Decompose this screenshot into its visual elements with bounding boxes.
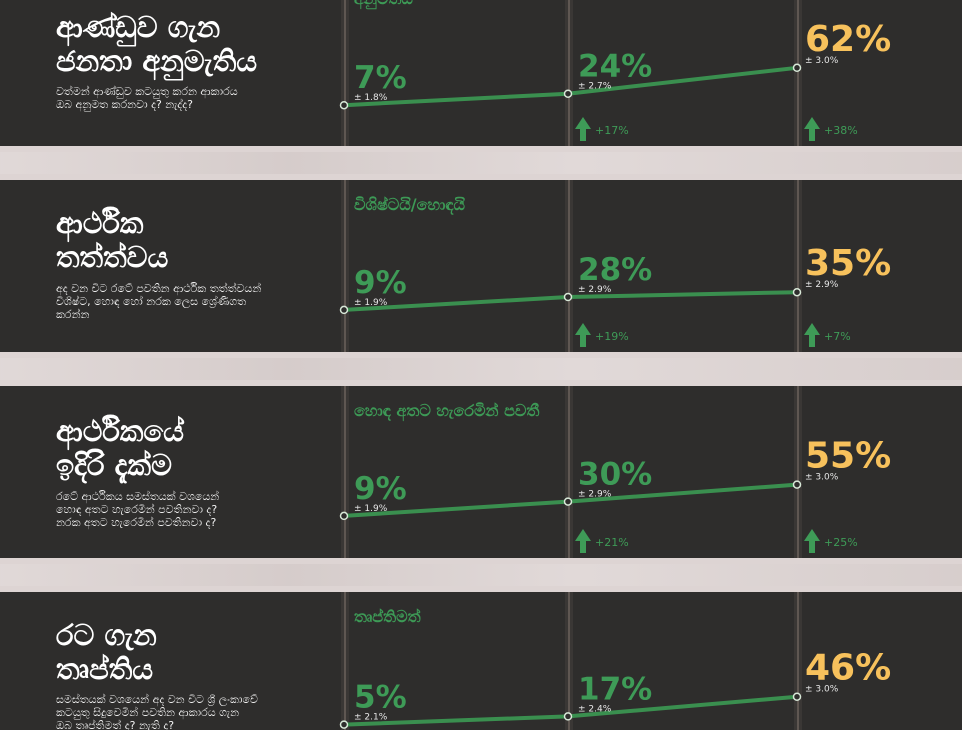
panel-question-line: කරන්න <box>56 308 90 321</box>
change-label: +38% <box>824 124 858 137</box>
data-point <box>563 497 573 506</box>
data-point <box>563 292 573 302</box>
divider-band <box>0 558 962 592</box>
data-point <box>792 287 802 297</box>
up-arrow-icon <box>804 323 820 347</box>
panel-question-line: අද වන විට රටේ පවතින ආර්ථික තත්ත්වයන් <box>56 282 262 295</box>
trend-chart: හොඳ අතට හැරෙමින් පවතී 9%± 1.9% 30%± 2.9% +2… <box>339 386 891 558</box>
data-point <box>339 720 349 729</box>
panel-title-line: තත්ත්වය <box>56 240 169 274</box>
value-label: 46% <box>805 648 891 689</box>
panel-title-line: රට ගැන <box>56 618 157 652</box>
data-point <box>339 511 349 521</box>
margin-of-error-label: ± 2.9% <box>578 285 612 295</box>
up-arrow-icon <box>804 529 820 553</box>
panel-question: අද වන විට රටේ පවතින ආර්ථික තත්ත්වයන් විශ… <box>56 282 331 321</box>
margin-of-error-label: ± 1.9% <box>354 298 388 308</box>
margin-of-error-label: ± 2.7% <box>578 82 612 92</box>
panel-title-line: ජනතා අනුමැතිය <box>56 44 258 78</box>
indicator-panel-outlook: ආර්ථිකයේ ඉදිරි දැක්ම රටේ ආර්ථිකය සමස්තයක… <box>0 386 962 558</box>
panel-question-line: වත්මන් ආණ්ඩුව කටයුතු කරන ආකාරය <box>56 85 238 98</box>
margin-of-error-label: ± 1.8% <box>354 93 388 103</box>
data-point <box>792 480 802 489</box>
margin-of-error-label: ± 2.1% <box>354 713 388 723</box>
change-label: +19% <box>595 330 629 343</box>
margin-of-error-label: ± 2.9% <box>578 490 612 500</box>
value-label: 9% <box>354 471 407 507</box>
data-point <box>563 712 573 721</box>
change-label: +7% <box>824 330 851 343</box>
up-arrow-icon <box>575 323 591 347</box>
value-label: 30% <box>578 457 652 493</box>
up-arrow-icon <box>575 529 591 553</box>
trend-chart: අනුමතයි 7%± 1.8% 24%± 2.7% +17% 62%± 3.0% +38… <box>339 0 891 146</box>
value-label: 62% <box>805 19 891 60</box>
value-label: 7% <box>354 60 407 96</box>
change-label: +17% <box>595 124 629 137</box>
panel-title-line: ආර්ථිකයේ <box>56 414 185 448</box>
response-label: අනුමතයි <box>354 0 413 10</box>
panel-question: වත්මන් ආණ්ඩුව කටයුතු කරන ආකාරය ඔබ අනුමත … <box>56 85 331 111</box>
change-label: +25% <box>824 536 858 549</box>
panel-title: ආර්ථිකයේ ඉදිරි දැක්ම <box>56 414 336 482</box>
panel-title-line: ආර්ථික <box>56 206 144 240</box>
panel-question-line: නරක අතට හැරෙමින් පවතිනවා ද? <box>56 516 217 529</box>
panel-title-line: ආණ්ඩුව ගැන <box>56 10 221 44</box>
panel-title-line: ඉදිරි දැක්ම <box>56 448 172 482</box>
margin-of-error-label: ± 3.0% <box>805 685 839 695</box>
panel-title: ආණ්ඩුව ගැන ජනතා අනුමැතිය <box>56 10 336 78</box>
panel-question-line: සමස්තයක් වශයෙන් අද වන විට ශ්‍රී ලංකාවේ <box>56 693 258 706</box>
value-label: 35% <box>805 243 891 284</box>
data-point <box>339 305 349 315</box>
margin-of-error-label: ± 2.4% <box>578 704 612 714</box>
panel-title-line: තෘප්තිය <box>56 652 154 686</box>
value-label: 28% <box>578 252 652 288</box>
value-label: 24% <box>578 49 652 85</box>
up-arrow-icon <box>575 117 591 141</box>
trend-chart: තෘප්තිමත් 5%± 2.1% 17%± 2.4% 46%± 3.0% <box>339 592 891 730</box>
response-label: හොඳ අතට හැරෙමින් පවතී <box>354 401 540 422</box>
panel-question: රටේ ආර්ථිකය සමස්තයක් වශයෙන් හොඳ අතට හැරෙ… <box>56 490 331 529</box>
margin-of-error-label: ± 1.9% <box>354 504 388 514</box>
data-point <box>563 89 573 98</box>
up-arrow-icon <box>804 117 820 141</box>
divider-band <box>0 352 962 386</box>
panel-question-line: ඔබ අනුමත කරනවා ද? නැද්ද? <box>56 98 193 111</box>
value-label: 17% <box>578 671 652 707</box>
response-label: තෘප්තිමත් <box>354 607 421 626</box>
margin-of-error-label: ± 2.9% <box>805 280 839 290</box>
margin-of-error-label: ± 3.0% <box>805 473 839 483</box>
data-point <box>339 100 349 110</box>
trend-chart: විශිෂ්ටයි/හොඳයි9%± 1.9%28%± 2.9%+19%35%±… <box>339 180 891 352</box>
panel-title: ආර්ථික තත්ත්වය <box>56 206 336 274</box>
panel-question-line: හොඳ අතට හැරෙමින් පවතිනවා ද? <box>56 503 218 516</box>
panel-question-line: විශිෂ්ට, හොඳ හෝ නරක ලෙස ශ්‍රේණිගත <box>56 295 247 308</box>
margin-of-error-label: ± 3.0% <box>805 56 839 66</box>
panel-question-line: ඔබ තෘප්තිමත් ද? නැති ද? <box>56 719 175 730</box>
change-label: +21% <box>595 536 629 549</box>
indicator-panel-approval: ආණ්ඩුව ගැන ජනතා අනුමැතිය වත්මන් ආණ්ඩුව ක… <box>0 0 962 146</box>
panel-question-line: රටේ ආර්ථිකය සමස්තයක් වශයෙන් <box>56 490 220 503</box>
data-point <box>792 692 802 701</box>
divider-band <box>0 146 962 180</box>
panel-title: රට ගැන තෘප්තිය <box>56 618 336 686</box>
value-label: 55% <box>805 436 891 477</box>
panel-question-line: කටයුතු සිදුවෙමින් පවතින ආකාරය ගැන <box>56 706 240 719</box>
value-label: 5% <box>354 680 407 716</box>
indicator-panel-economy: ආර්ථික තත්ත්වය අද වන විට රටේ පවතින ආර්ථි… <box>0 180 962 352</box>
response-label: විශිෂ්ටයි/හොඳයි <box>354 195 466 215</box>
panel-question: සමස්තයක් වශයෙන් අද වන විට ශ්‍රී ලංකාවේ ක… <box>56 693 331 730</box>
indicator-panel-satisfaction: රට ගැන තෘප්තිය සමස්තයක් වශයෙන් අද වන විට… <box>0 592 962 730</box>
data-point <box>792 63 802 73</box>
value-label: 9% <box>354 265 407 301</box>
